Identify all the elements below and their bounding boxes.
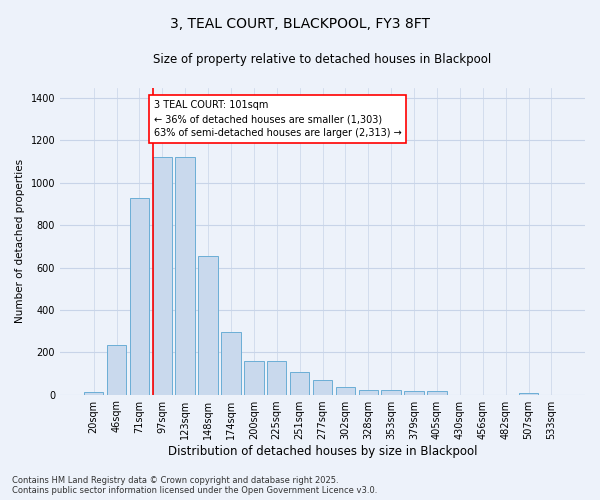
Bar <box>175 158 195 394</box>
Title: Size of property relative to detached houses in Blackpool: Size of property relative to detached ho… <box>154 52 491 66</box>
Bar <box>519 393 538 394</box>
Text: Contains HM Land Registry data © Crown copyright and database right 2025.
Contai: Contains HM Land Registry data © Crown c… <box>12 476 377 495</box>
Bar <box>152 158 172 394</box>
Bar <box>267 362 286 394</box>
Bar <box>427 392 446 394</box>
Bar <box>244 361 263 394</box>
Bar <box>382 390 401 394</box>
Bar <box>290 372 310 394</box>
Y-axis label: Number of detached properties: Number of detached properties <box>15 159 25 323</box>
Bar <box>221 332 241 394</box>
Bar <box>359 390 378 394</box>
Bar <box>107 345 126 395</box>
Bar <box>84 392 103 394</box>
Bar <box>130 198 149 394</box>
Bar <box>313 380 332 394</box>
Bar <box>335 386 355 394</box>
Text: 3, TEAL COURT, BLACKPOOL, FY3 8FT: 3, TEAL COURT, BLACKPOOL, FY3 8FT <box>170 18 430 32</box>
Bar <box>404 391 424 394</box>
Text: 3 TEAL COURT: 101sqm
← 36% of detached houses are smaller (1,303)
63% of semi-de: 3 TEAL COURT: 101sqm ← 36% of detached h… <box>154 100 401 138</box>
Bar <box>199 256 218 394</box>
X-axis label: Distribution of detached houses by size in Blackpool: Distribution of detached houses by size … <box>168 444 477 458</box>
